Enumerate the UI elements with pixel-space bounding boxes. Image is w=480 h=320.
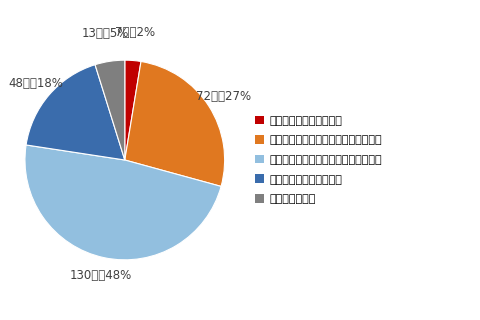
- Wedge shape: [95, 60, 125, 160]
- Text: 13名、5%: 13名、5%: [82, 27, 129, 40]
- Wedge shape: [25, 145, 221, 260]
- Legend: 自信がある／不安はない, やや自信がある／それほど不安はない, あまり自信がない／不安の方が大きい, 自信がない／とても不安, 何とも言えない: 自信がある／不安はない, やや自信がある／それほど不安はない, あまり自信がない…: [255, 116, 382, 204]
- Text: 72名、27%: 72名、27%: [196, 90, 252, 103]
- Text: 130名、48%: 130名、48%: [69, 269, 132, 282]
- Wedge shape: [125, 60, 141, 160]
- Wedge shape: [26, 65, 125, 160]
- Text: 48名、18%: 48名、18%: [8, 77, 63, 90]
- Text: 7名、2%: 7名、2%: [115, 26, 155, 39]
- Wedge shape: [125, 61, 225, 187]
